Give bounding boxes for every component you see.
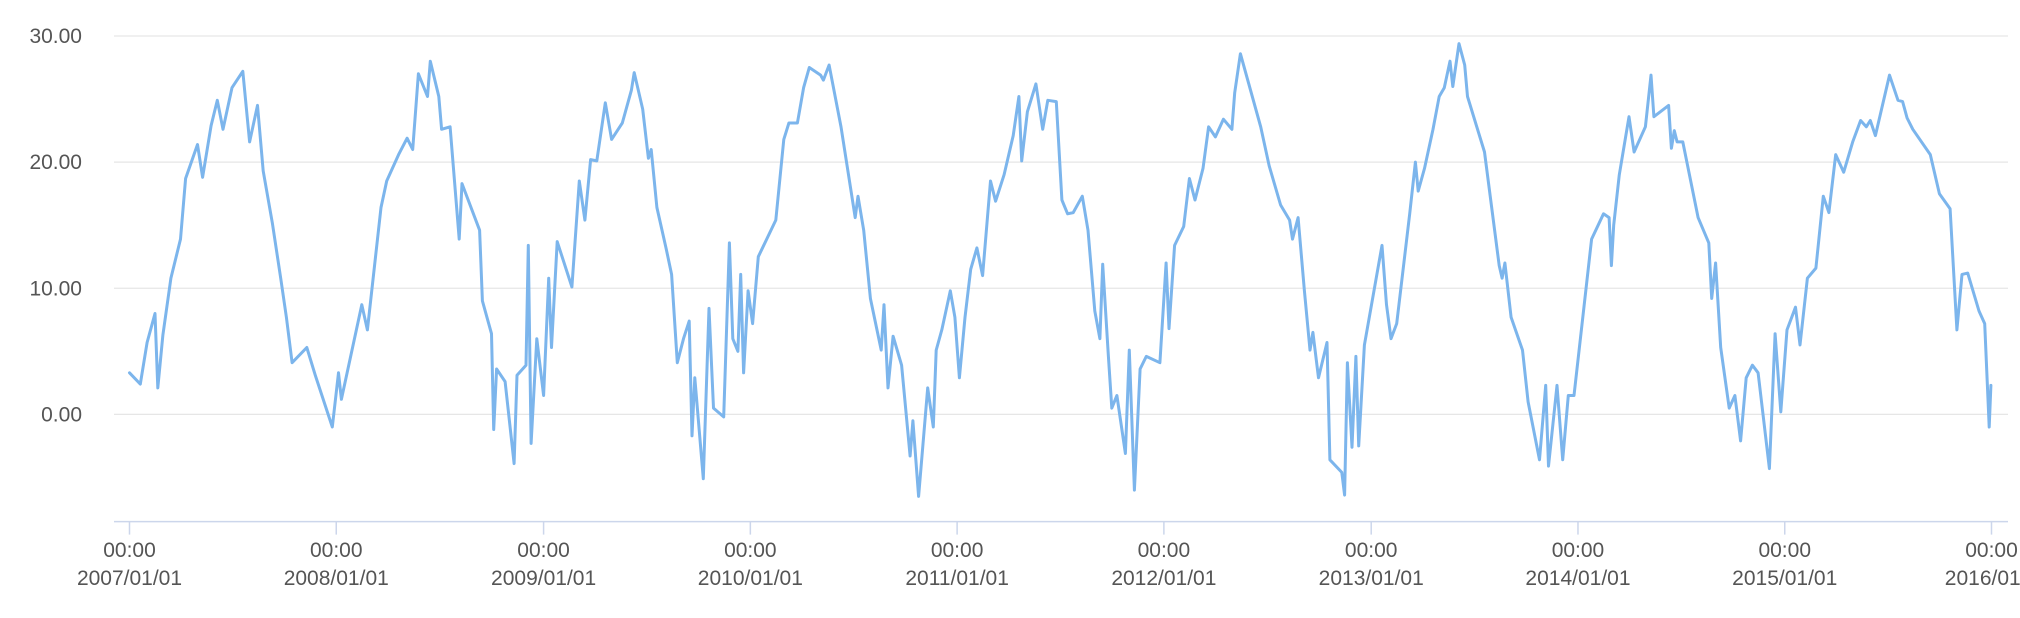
data-line (128, 42, 1993, 498)
x-tick-label: 2008/01/01 (284, 567, 389, 590)
y-tick-label: 0.00 (41, 403, 82, 426)
x-tick-label: 2015/01/01 (1732, 567, 1837, 590)
x-tick-label: 2013/01/01 (1319, 567, 1424, 590)
x-tick-label: 2009/01/01 (491, 567, 596, 590)
x-tick-label: 00:00 (517, 539, 570, 562)
x-tick-label: 00:00 (310, 539, 363, 562)
x-tick-label: 2016/01... (1945, 567, 2020, 590)
x-tick-label: 2012/01/01 (1111, 567, 1216, 590)
y-tick-label: 10.00 (29, 277, 82, 300)
y-tick-label: 30.00 (29, 25, 82, 48)
x-tick-label: 00:00 (1138, 539, 1191, 562)
x-tick-label: 00:00 (931, 539, 984, 562)
x-tick-label: 2010/01/01 (698, 567, 803, 590)
x-tick-label: 2014/01/01 (1525, 567, 1630, 590)
x-tick-label: 2011/01/01 (905, 567, 1009, 590)
x-tick-label: 2007/01/01 (77, 567, 182, 590)
x-tick-label: 00:00 (724, 539, 777, 562)
x-tick-label: 00:00 (1758, 539, 1811, 562)
x-tick-label: 00:00 (103, 539, 156, 562)
y-tick-label: 20.00 (29, 151, 82, 174)
x-tick-label: 00:00 (1345, 539, 1398, 562)
x-tick-label: 00:00 (1965, 539, 2018, 562)
x-tick-label: 00:00 (1552, 539, 1605, 562)
